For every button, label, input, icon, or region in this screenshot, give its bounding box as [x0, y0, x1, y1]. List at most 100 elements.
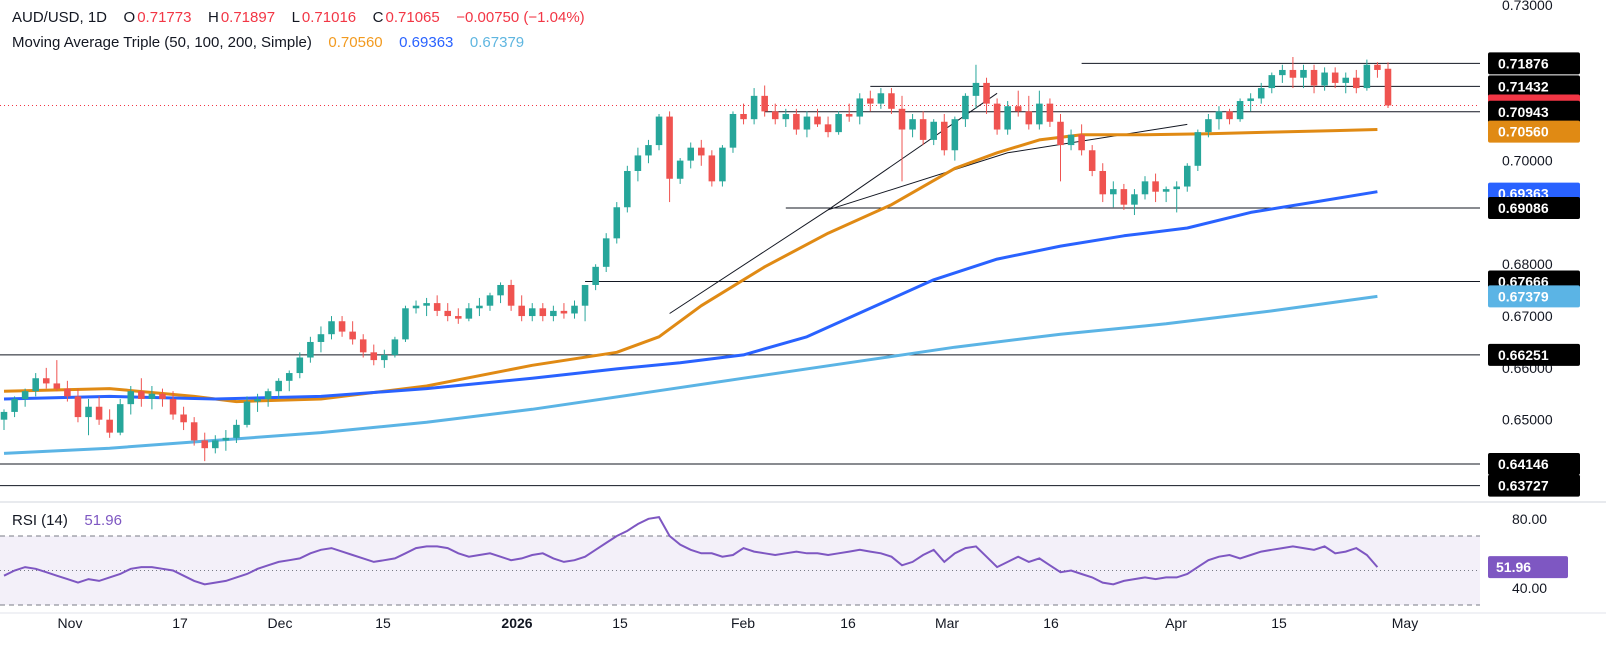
- rsi-label[interactable]: RSI (14): [12, 512, 68, 529]
- ma-legend-label[interactable]: Moving Average Triple (50, 100, 200, Sim…: [12, 34, 312, 51]
- candle: [1215, 106, 1223, 130]
- candle-body: [613, 207, 621, 239]
- candle: [328, 316, 335, 340]
- candle: [423, 297, 430, 317]
- candle-body: [412, 305, 420, 309]
- candle: [592, 264, 599, 291]
- candle-body: [11, 398, 18, 412]
- candle-body: [888, 93, 895, 109]
- candle: [1173, 181, 1180, 213]
- time-tick-label: 16: [1043, 615, 1059, 631]
- candle-body: [1025, 111, 1033, 125]
- candle: [507, 279, 515, 311]
- price-tag-label: 0.70560: [1498, 124, 1549, 140]
- price-tags: 51.960.718760.714320.710650.709430.70560…: [1488, 52, 1580, 579]
- candle-body: [21, 391, 29, 399]
- candle-body: [349, 331, 356, 340]
- symbol-label[interactable]: AUD/USD, 1D: [12, 9, 108, 26]
- candle-body: [116, 404, 124, 433]
- candle-body: [1078, 134, 1085, 151]
- candle: [676, 158, 684, 184]
- candle: [1183, 163, 1191, 192]
- candle: [824, 116, 832, 138]
- candle-body: [53, 383, 61, 389]
- candle: [1321, 67, 1328, 91]
- candle-body: [1004, 106, 1011, 130]
- candle: [909, 113, 916, 138]
- candle: [1152, 173, 1159, 203]
- candle: [127, 386, 135, 415]
- price-tag-label: 0.66251: [1498, 347, 1549, 363]
- time-tick-label: 15: [375, 615, 391, 631]
- candle-body: [539, 308, 547, 317]
- candle-body: [106, 419, 113, 433]
- candle-body: [1289, 69, 1297, 78]
- candle: [793, 108, 800, 135]
- change-value: −0.00750 (−1.04%): [456, 9, 585, 26]
- price-tick-label: 0.68000: [1502, 256, 1553, 272]
- price-tick-label: 0.70000: [1502, 153, 1553, 169]
- candle: [1289, 56, 1297, 89]
- low-value: 0.71016: [301, 9, 357, 26]
- candle-body: [95, 406, 103, 420]
- candle-body: [687, 147, 694, 161]
- candle: [391, 336, 399, 358]
- trendline: [669, 92, 998, 314]
- candle-body: [624, 170, 631, 208]
- candle: [338, 316, 346, 337]
- candle-body: [698, 147, 705, 156]
- candle-body: [1152, 181, 1159, 192]
- candle-body: [212, 440, 219, 449]
- candle: [275, 378, 282, 399]
- candle-body: [940, 121, 948, 151]
- candle: [359, 334, 367, 358]
- candle: [1099, 163, 1107, 203]
- candle: [21, 388, 29, 407]
- rsi-legend: RSI (14) 51.96: [12, 512, 124, 529]
- candle: [370, 344, 378, 366]
- candle-body: [64, 388, 71, 397]
- candle-body: [1353, 77, 1360, 89]
- candle: [349, 321, 356, 345]
- candle-body: [877, 93, 885, 104]
- price-tag-box: [1488, 196, 1580, 219]
- candle: [433, 295, 441, 317]
- candle-body: [708, 155, 716, 182]
- high-label: H: [207, 9, 219, 26]
- candle: [613, 202, 621, 244]
- candle-body: [835, 113, 842, 133]
- time-tick-label: May: [1392, 615, 1418, 631]
- candle-body: [1268, 75, 1276, 89]
- candle-body: [423, 303, 430, 306]
- candle-body: [993, 103, 1001, 130]
- candle-body: [243, 401, 251, 425]
- candle-body: [370, 352, 378, 361]
- price-tick-label: 0.67000: [1502, 308, 1553, 324]
- candle: [444, 303, 452, 322]
- candle-body: [190, 422, 198, 441]
- candle: [645, 139, 652, 164]
- candle-body: [645, 145, 652, 156]
- candle-body: [1205, 119, 1212, 133]
- candle: [402, 305, 409, 342]
- horizontal-levels: [0, 62, 1480, 487]
- price-tick-label: 0.73000: [1502, 0, 1553, 13]
- candle: [983, 77, 990, 114]
- candle-body: [814, 116, 821, 125]
- candle: [264, 388, 272, 407]
- candle-body: [602, 238, 610, 267]
- candle-body: [233, 424, 240, 438]
- candle-body: [1194, 132, 1202, 166]
- candle: [803, 111, 811, 138]
- candle-body: [127, 391, 135, 405]
- candle: [740, 103, 747, 125]
- rsi-line: [3, 516, 1379, 586]
- candle: [1046, 98, 1054, 127]
- high-value: 0.71897: [220, 9, 276, 26]
- candle-body: [1088, 150, 1096, 171]
- time-tick-label: Nov: [58, 615, 83, 631]
- candle-body: [338, 321, 346, 332]
- candle-body: [972, 82, 980, 96]
- candle: [42, 367, 50, 389]
